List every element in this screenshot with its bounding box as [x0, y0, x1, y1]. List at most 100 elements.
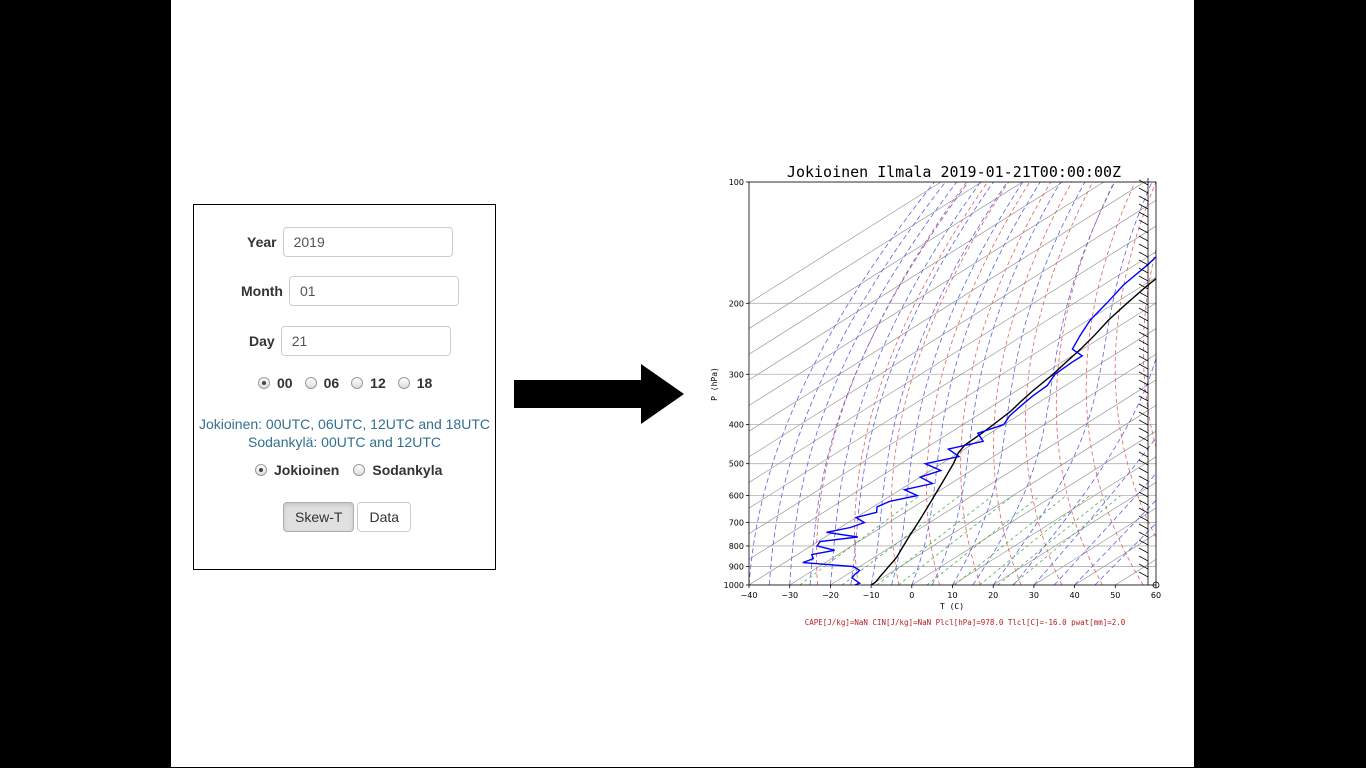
station-label: Sodankyla: [372, 462, 443, 478]
moist-adiabat-line: [992, 182, 1153, 585]
moist-adiabat-line: [1033, 437, 1156, 585]
wind-barb-flag: [1138, 331, 1149, 338]
wind-barb-flag: [1138, 379, 1149, 386]
y-tick-label: 600: [729, 492, 744, 501]
wind-barb-flag: [1138, 427, 1149, 434]
temperature-profile-line: [870, 277, 1156, 585]
radio-selected-icon[interactable]: [258, 377, 270, 389]
wind-barb-flag: [1138, 339, 1149, 346]
mixing-ratio-line: [898, 495, 1014, 585]
x-tick-label: −10: [863, 591, 880, 600]
dry-adiabat-line: [993, 182, 1073, 585]
moist-adiabat-line: [870, 182, 1008, 585]
dewpoint-profile-line: [802, 256, 1156, 585]
mixing-ratio-line: [1012, 495, 1121, 585]
wind-barb-flag: [1138, 507, 1149, 514]
year-row: Year: [247, 227, 453, 257]
dry-adiabat-line: [1025, 182, 1094, 585]
hour-option-06[interactable]: 06: [304, 375, 340, 391]
wind-barb-flag: [1138, 355, 1149, 362]
y-tick-label: 900: [729, 563, 744, 572]
isotherm-line: [749, 328, 1156, 585]
wind-barb-flag: [1138, 363, 1149, 370]
wind-barb-flag: [1138, 499, 1149, 506]
isotherm-line: [789, 353, 1156, 585]
slide: Year Month Day 00 06 12: [171, 0, 1194, 767]
mixing-ratio-line: [799, 495, 920, 585]
wind-barb-flag: [1138, 315, 1149, 322]
wind-barb-flag: [1138, 459, 1149, 466]
isotherm-line: [952, 456, 1156, 585]
wind-barb-flag: [1138, 531, 1149, 538]
month-row: Month: [241, 276, 459, 306]
wind-barb-flag: [1138, 187, 1149, 194]
y-tick-label: 500: [729, 460, 744, 469]
y-tick-label: 200: [729, 299, 744, 308]
radio-icon[interactable]: [351, 377, 364, 389]
station-option-sodankyla[interactable]: Sodankyla: [353, 462, 442, 478]
wind-barb-flag: [1138, 203, 1149, 210]
wind-barb-flag: [1138, 555, 1149, 562]
hour-label: 06: [323, 375, 340, 391]
chart-footer: CAPE[J/kg]=NaN CIN[J/kg]=NaN Plcl[hPa]=9…: [805, 618, 1126, 627]
wind-barb-flag: [1138, 443, 1149, 450]
station-info-jokioinen: Jokioinen: 00UTC, 06UTC, 12UTC and 18UTC: [198, 416, 490, 432]
isotherm-line: [1115, 558, 1156, 585]
isotherm-line: [1033, 507, 1156, 585]
button-row: Skew-T Data: [283, 502, 412, 532]
day-input[interactable]: [280, 326, 451, 356]
plot-frame: [748, 181, 1157, 586]
dry-adiabat-line: [854, 182, 988, 585]
wind-barb-flag: [1138, 307, 1149, 314]
isotherm-line: [749, 182, 1104, 406]
skewt-button[interactable]: Skew-T: [283, 502, 355, 532]
radio-icon[interactable]: [353, 464, 366, 476]
mixing-ratio-line: [997, 495, 1108, 585]
chart-title: Jokioinen Ilmala 2019-01-21T00:00:00Z: [787, 163, 1121, 181]
wind-barb-flag: [1138, 267, 1149, 274]
wind-barb-flag: [1138, 243, 1149, 250]
moist-adiabat-line: [1013, 356, 1156, 585]
x-tick-label: 50: [1110, 591, 1120, 600]
axis-ticks: −40 −30 −20 −10 0 10 20 30 40 50 60 100 200 300 400 500…: [724, 178, 1161, 600]
hour-option-18[interactable]: 18: [397, 375, 433, 391]
hour-option-00[interactable]: 00: [258, 375, 293, 391]
station-option-jokioinen[interactable]: Jokioinen: [255, 462, 339, 478]
mixing-ratio-line: [926, 495, 1041, 585]
dry-adiabat-line: [890, 182, 1009, 585]
x-tick-label: −20: [822, 591, 839, 600]
isotherm-line: [749, 199, 1156, 458]
wind-barb-flag: [1138, 299, 1149, 306]
hour-label: 18: [416, 375, 433, 391]
radio-icon[interactable]: [304, 377, 317, 389]
year-input[interactable]: [282, 227, 453, 257]
isotherm-line: [749, 182, 1023, 355]
mixing-ratio-line: [841, 495, 961, 585]
y-axis-label: P (hPa): [710, 367, 719, 401]
wind-barb-flag: [1138, 179, 1149, 186]
hour-option-12[interactable]: 12: [351, 375, 386, 391]
month-input[interactable]: [288, 276, 459, 306]
x-tick-label: 30: [1029, 591, 1039, 600]
isotherm-line: [870, 405, 1156, 585]
dry-adiabat-line: [960, 182, 1052, 585]
wind-barb-flag: [1138, 219, 1149, 226]
moist-adiabat-line: [972, 182, 1116, 585]
wind-barb-flag: [1138, 467, 1149, 474]
data-button[interactable]: Data: [357, 502, 412, 532]
wind-barb-flag: [1138, 403, 1149, 410]
isotherm-line: [749, 182, 1145, 432]
wind-barbs: [1138, 178, 1160, 589]
radio-icon[interactable]: [397, 377, 410, 389]
wind-barb-flag: [1138, 523, 1149, 530]
isotherm-line: [830, 379, 1156, 585]
wind-barb-flag: [1138, 195, 1149, 202]
radio-selected-icon[interactable]: [255, 464, 267, 476]
wind-barb-flag: [1138, 411, 1149, 418]
wind-barb-flag: [1138, 563, 1149, 570]
x-tick-label: 20: [988, 591, 998, 600]
station-label: Jokioinen: [274, 462, 340, 478]
x-axis-label: T (C): [940, 602, 964, 611]
wind-barb-flag: [1138, 387, 1149, 394]
wind-barb-flag: [1138, 483, 1149, 490]
